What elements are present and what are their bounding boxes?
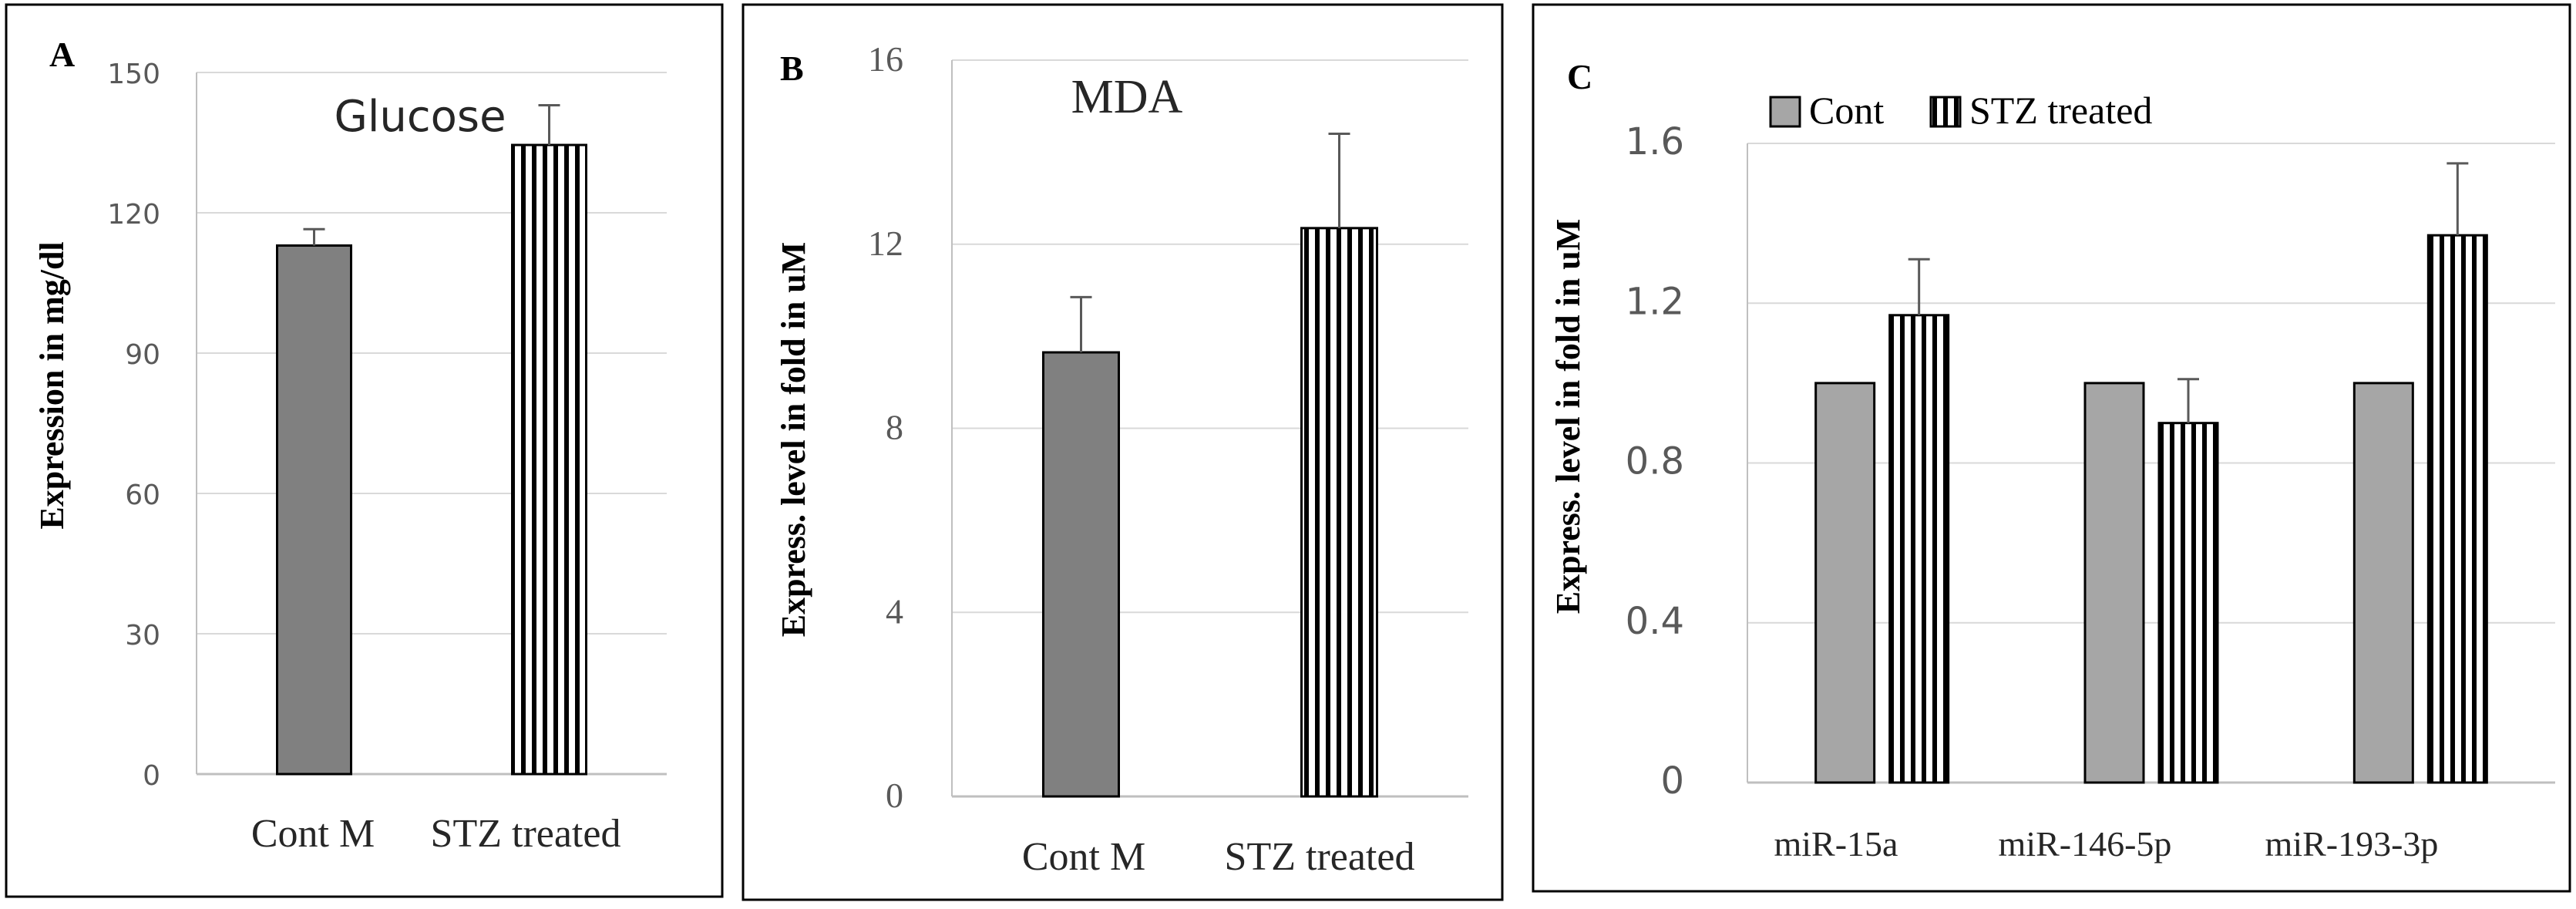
y-tick-label: 150 [107, 59, 160, 90]
panel-label: B [780, 49, 804, 88]
panel-label: A [49, 35, 75, 74]
y-tick-label: 0.4 [1626, 600, 1684, 643]
y-tick-label: 8 [886, 408, 903, 447]
mda-chart: B 0 4 8 12 16 Express. level in fold in uM MDA C… [742, 3, 1504, 901]
panel-label: C [1567, 57, 1592, 96]
x-category-label: STZ treated [431, 812, 621, 856]
x-category-label: miR-146-5p [1999, 824, 2172, 864]
x-category-label: miR-15a [1774, 824, 1898, 864]
chart-title: Glucose [334, 92, 506, 142]
bar [2426, 234, 2488, 784]
bar [276, 244, 352, 776]
legend-label: STZ treated [1969, 89, 2152, 132]
y-axis-label: Expression in mg/dl [33, 241, 71, 529]
bar [1888, 314, 1950, 784]
panel-c: C 0 0.4 0.8 1.2 1.6 Express. level in fold in … [1530, 0, 2576, 909]
y-tick-label: 12 [868, 224, 903, 263]
y-tick-label: 0 [886, 776, 903, 815]
y-tick-label: 120 [107, 199, 160, 231]
bar [2352, 382, 2414, 784]
panel-frame [5, 3, 724, 898]
x-category-label: miR-193-3p [2265, 824, 2439, 864]
y-tick-label: 0 [1660, 759, 1684, 803]
legend-swatch [1769, 96, 1801, 128]
bar [2157, 422, 2219, 784]
mirna-chart: C 0 0.4 0.8 1.2 1.6 Express. level in fold in … [1532, 3, 2571, 893]
panel-a: A 0 30 60 90 120 150 Expression in mg/dl Glucose… [0, 0, 728, 909]
y-axis-label: Express. level in fold in uM [1549, 219, 1587, 614]
panel-frame [1532, 3, 2571, 893]
x-category-label: STZ treated [1225, 835, 1415, 879]
panel-b: B 0 4 8 12 16 Express. level in fold in uM MDA C… [740, 0, 1507, 909]
legend-swatch [1929, 96, 1962, 128]
y-axis-label: Express. level in fold in uM [775, 242, 812, 638]
bar [511, 143, 587, 776]
y-tick-label: 1.6 [1626, 120, 1684, 163]
bar [1042, 351, 1120, 798]
y-tick-label: 30 [125, 620, 160, 651]
y-tick-label: 0 [143, 760, 160, 792]
legend-label: Cont [1809, 89, 1884, 132]
bar [1300, 227, 1378, 798]
bar [1814, 382, 1876, 784]
x-category-label: Cont M [1022, 835, 1145, 879]
panel-frame [742, 3, 1504, 901]
glucose-chart: A 0 30 60 90 120 150 Expression in mg/dl Glucose… [5, 3, 724, 898]
chart-title: MDA [1071, 71, 1183, 123]
y-tick-label: 90 [125, 339, 160, 371]
bar [2083, 382, 2145, 784]
y-tick-label: 16 [868, 39, 903, 79]
y-tick-label: 4 [886, 591, 903, 631]
x-category-label: Cont M [251, 812, 375, 856]
y-tick-label: 0.8 [1626, 440, 1684, 483]
y-tick-label: 60 [125, 480, 160, 511]
y-tick-label: 1.2 [1626, 280, 1684, 323]
